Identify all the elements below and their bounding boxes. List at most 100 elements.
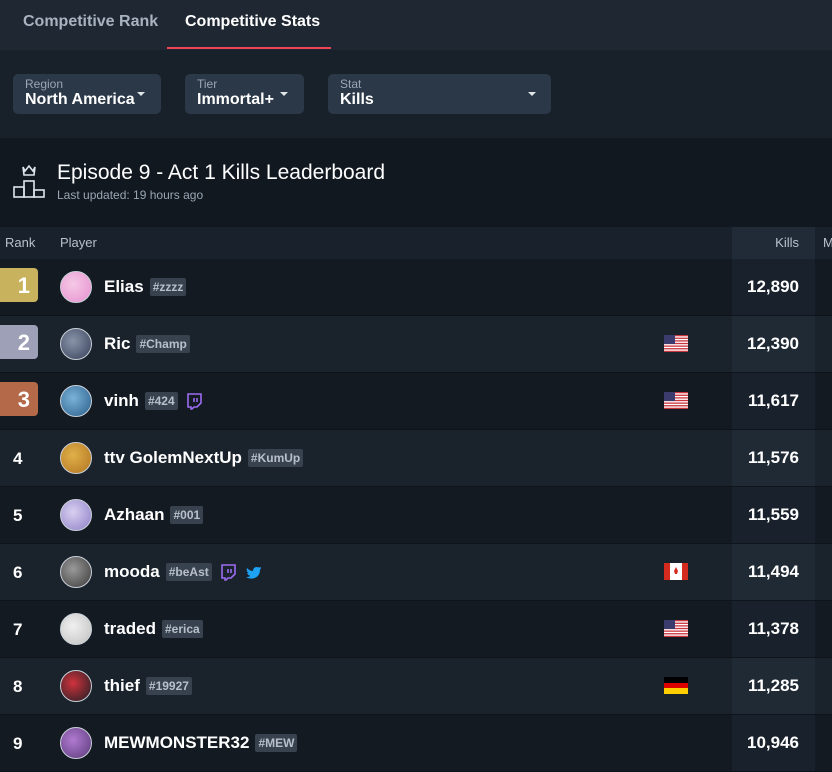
kills: 11,559 bbox=[747, 505, 799, 524]
avatar bbox=[60, 727, 92, 759]
kills-cell bbox=[732, 259, 815, 315]
avatar bbox=[60, 613, 92, 645]
player[interactable]: traded #erica bbox=[104, 619, 203, 639]
player-tag: #MEW bbox=[255, 734, 298, 752]
nav-bar bbox=[0, 0, 832, 50]
player[interactable]: MEWMONSTER32 #MEW bbox=[104, 733, 298, 753]
rank: 8 bbox=[13, 677, 23, 696]
dropdown-label: Tier bbox=[197, 77, 218, 91]
table-row[interactable]: 9 MEWMONSTER32 #MEW 10,946 bbox=[0, 715, 832, 772]
player-name[interactable]: thief bbox=[104, 676, 140, 695]
player[interactable]: Azhaan #001 bbox=[104, 505, 204, 525]
player-tag: #KumUp bbox=[247, 449, 304, 467]
caret bbox=[137, 92, 145, 96]
table-row[interactable]: 8 thief #19927 11,285 bbox=[0, 658, 832, 715]
player-name[interactable]: vinh bbox=[104, 391, 139, 410]
tier-dropdown[interactable]: Tier Immortal+ bbox=[185, 74, 304, 114]
tab-active[interactable]: Competitive Stats bbox=[185, 13, 321, 30]
avatar bbox=[60, 271, 92, 303]
kills: 10,946 bbox=[747, 733, 799, 752]
player-tag: #zzzz bbox=[149, 278, 187, 296]
kills: 11,576 bbox=[747, 448, 799, 467]
player-name[interactable]: Azhaan bbox=[104, 505, 165, 524]
flag bbox=[664, 620, 688, 637]
dropdown-value: Kills bbox=[340, 91, 374, 108]
flag bbox=[664, 563, 688, 580]
column-header: Player bbox=[60, 235, 97, 250]
flag bbox=[664, 335, 688, 352]
avatar bbox=[60, 670, 92, 702]
kills-cell bbox=[732, 601, 815, 657]
player-name[interactable]: traded bbox=[104, 619, 156, 638]
flag-svg bbox=[664, 620, 688, 637]
rank: 5 bbox=[13, 506, 23, 525]
kills: 12,890 bbox=[747, 277, 799, 296]
rank: 3 bbox=[17, 387, 30, 412]
dropdown-label: Region bbox=[25, 77, 64, 91]
player-name[interactable]: mooda bbox=[104, 562, 160, 581]
rank: 6 bbox=[13, 563, 23, 582]
player-tag: #Champ bbox=[136, 335, 190, 353]
dropdown-label: Stat bbox=[340, 77, 362, 91]
table-row[interactable]: 4 ttv GolemNextUp #KumUp 11,576 bbox=[0, 430, 832, 487]
table-row[interactable]: 3 vinh #424 11,617 bbox=[0, 373, 832, 430]
tab[interactable]: Competitive Rank bbox=[23, 13, 159, 30]
rank: 1 bbox=[17, 273, 30, 298]
avatar bbox=[60, 385, 92, 417]
player-name[interactable]: ttv GolemNextUp bbox=[104, 448, 242, 467]
column-header[interactable]: Kills bbox=[775, 235, 799, 250]
twitch-icon bbox=[186, 392, 203, 410]
kills-cell bbox=[732, 316, 815, 372]
column-header[interactable]: M bbox=[823, 235, 832, 250]
kills: 11,285 bbox=[747, 676, 799, 695]
flag-svg bbox=[664, 677, 688, 694]
flag-svg bbox=[664, 392, 688, 409]
dropdown-value: North America bbox=[25, 91, 135, 108]
stat-dropdown[interactable]: Stat Kills bbox=[328, 74, 551, 114]
flag-svg bbox=[664, 335, 688, 352]
player[interactable]: thief #19927 bbox=[104, 676, 192, 696]
table-row[interactable]: 2 Ric #Champ 12,390 bbox=[0, 316, 832, 373]
player[interactable]: vinh #424 bbox=[104, 391, 203, 411]
player[interactable]: Elias #zzzz bbox=[104, 277, 187, 297]
player-tag: #erica bbox=[161, 620, 203, 638]
table-row[interactable]: 5 Azhaan #001 11,559 bbox=[0, 487, 832, 544]
flag bbox=[664, 392, 688, 409]
dropdown-value: Immortal+ bbox=[197, 91, 274, 108]
avatar bbox=[60, 499, 92, 531]
last-updated: Last updated: 19 hours ago bbox=[57, 188, 204, 202]
player[interactable]: mooda #beAst bbox=[104, 562, 262, 582]
rank: 2 bbox=[17, 330, 30, 355]
kills-cell bbox=[732, 658, 815, 714]
kills: 11,617 bbox=[747, 391, 799, 410]
player-tag: #19927 bbox=[145, 677, 192, 695]
kills: 11,494 bbox=[747, 562, 799, 581]
flag-svg bbox=[664, 563, 688, 580]
avatar bbox=[60, 442, 92, 474]
twitter-icon-svg bbox=[245, 566, 261, 579]
avatar bbox=[60, 328, 92, 360]
player-tag: #beAst bbox=[165, 563, 212, 581]
player-name[interactable]: MEWMONSTER32 bbox=[104, 733, 250, 752]
column-header: Rank bbox=[5, 235, 36, 250]
twitch-icon-svg bbox=[186, 392, 202, 410]
table-row[interactable]: 1 Elias #zzzz 12,890 bbox=[0, 259, 832, 316]
rank-badge: 2 bbox=[0, 325, 38, 359]
region-dropdown[interactable]: Region North America bbox=[13, 74, 161, 114]
tab-underline bbox=[167, 47, 331, 49]
player[interactable]: ttv GolemNextUp #KumUp bbox=[104, 448, 304, 468]
twitch-icon bbox=[220, 563, 237, 581]
player-name[interactable]: Ric bbox=[104, 334, 131, 353]
caret bbox=[280, 92, 288, 96]
table-row[interactable]: 7 traded #erica 11,378 bbox=[0, 601, 832, 658]
kills-cell bbox=[732, 544, 815, 600]
flag bbox=[664, 677, 688, 694]
player[interactable]: Ric #Champ bbox=[104, 334, 190, 354]
twitch-icon-svg bbox=[220, 563, 236, 581]
table-header bbox=[0, 227, 832, 259]
kills: 12,390 bbox=[747, 334, 799, 353]
player-name[interactable]: Elias bbox=[104, 277, 144, 296]
kills-cell bbox=[732, 430, 815, 486]
table-row[interactable]: 6 mooda #beAst 11,494 bbox=[0, 544, 832, 601]
